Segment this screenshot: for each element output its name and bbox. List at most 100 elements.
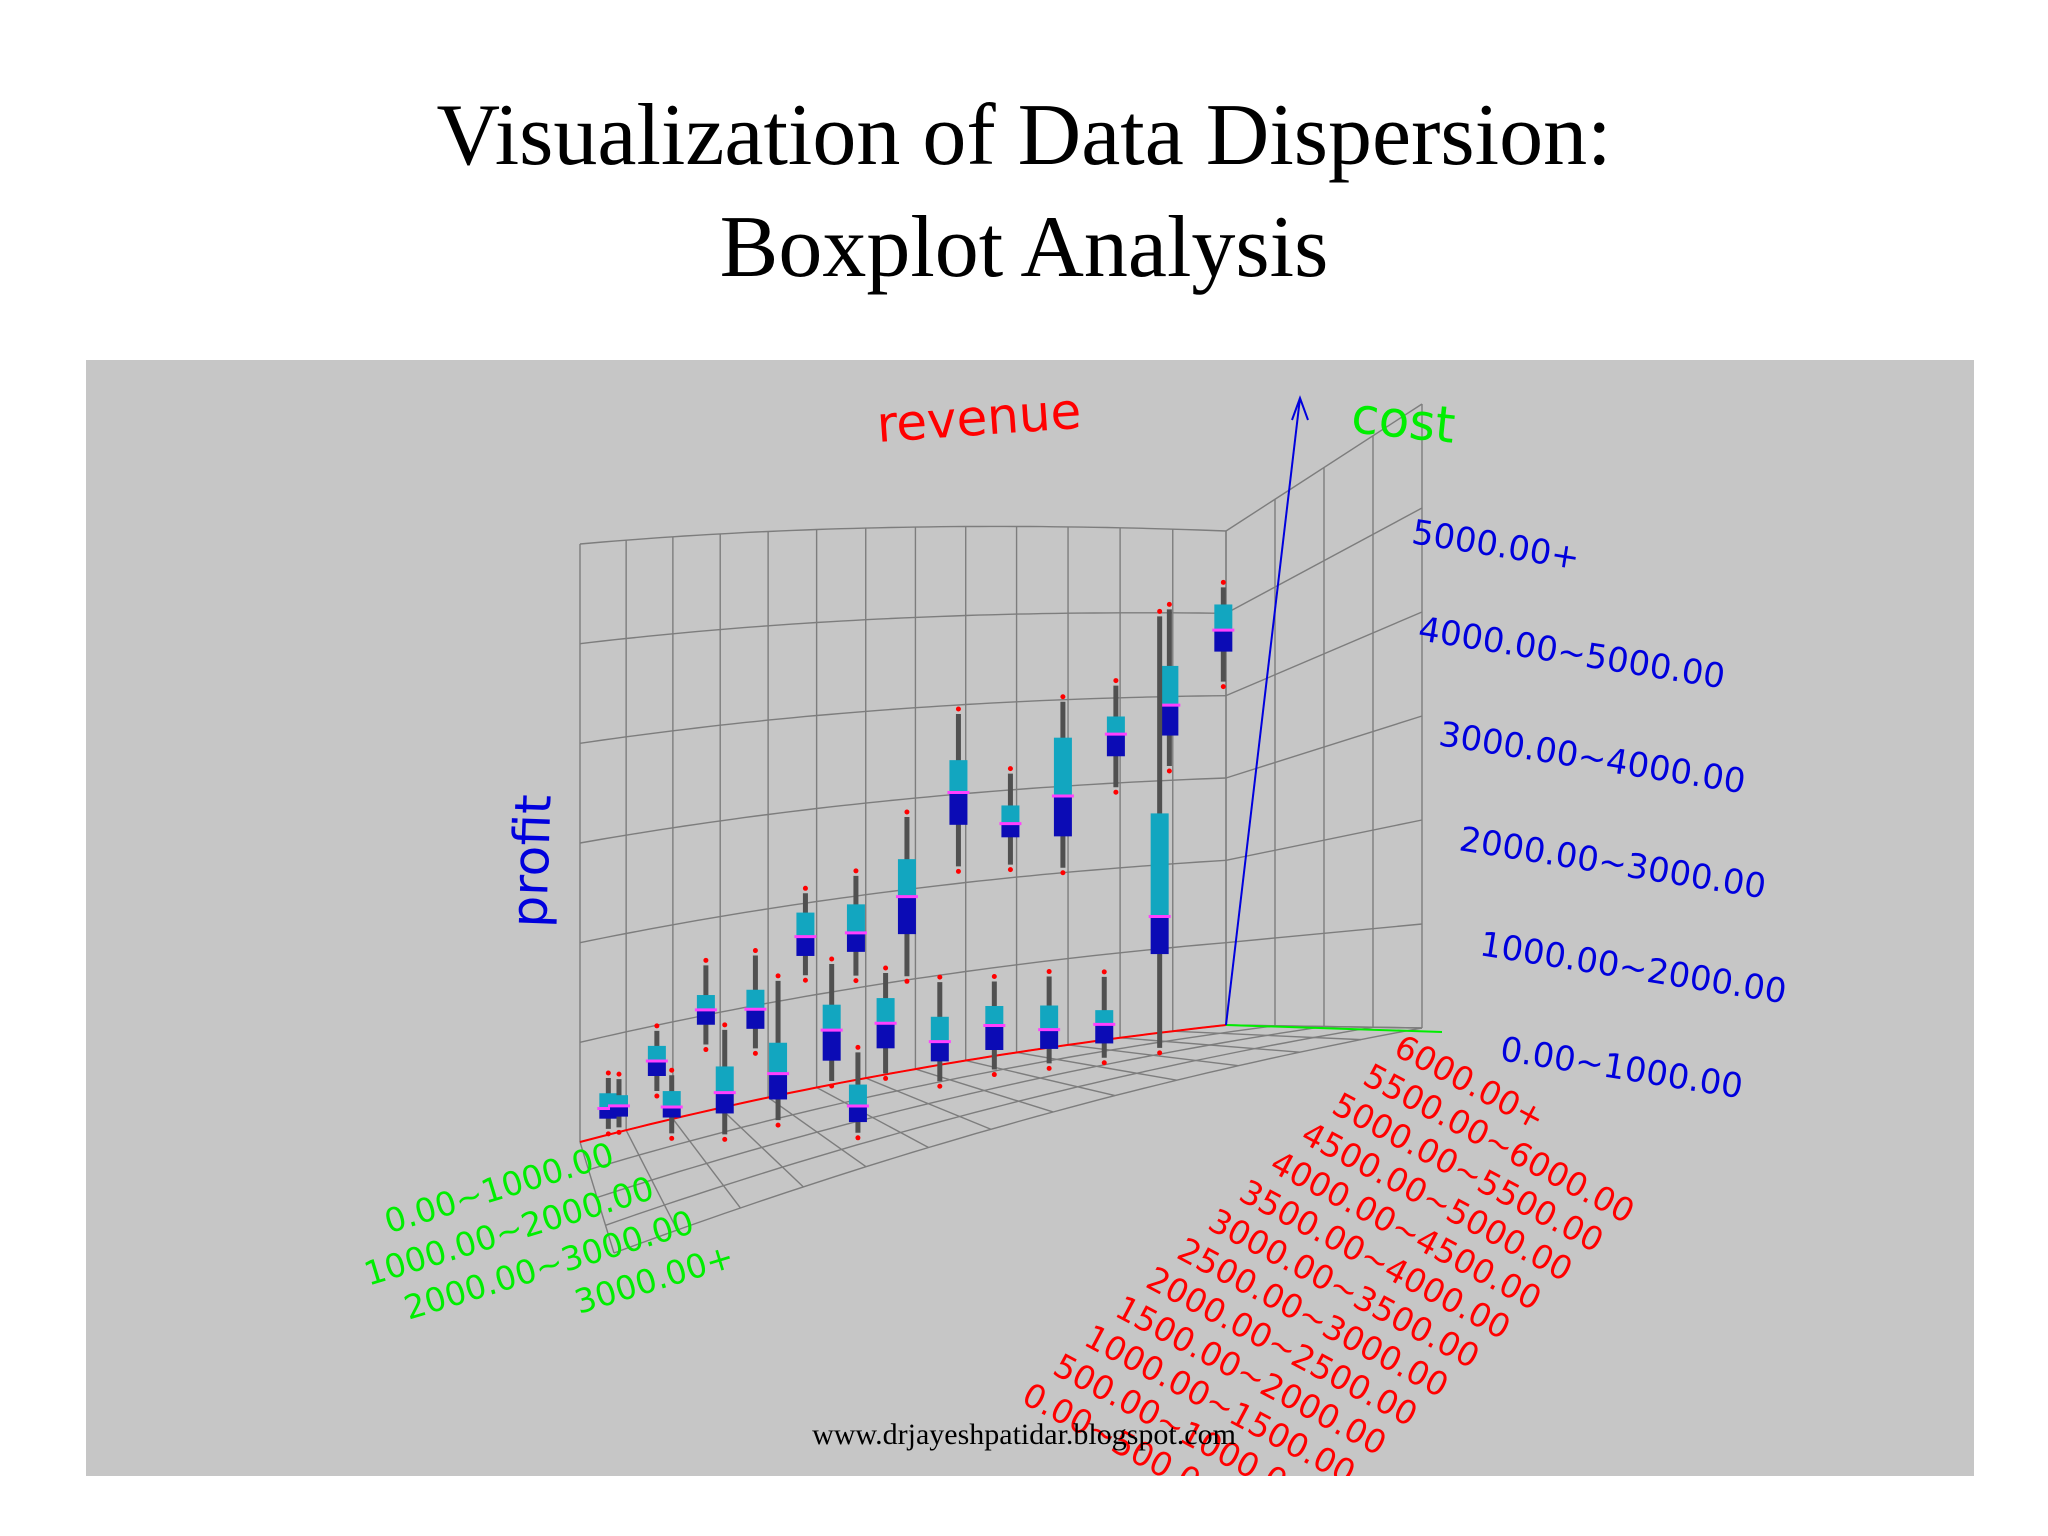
profit-tick-label: 2000.00~3000.00 bbox=[1457, 819, 1769, 907]
floor-gridline bbox=[613, 1027, 1423, 1254]
boxplot-outlier bbox=[829, 1083, 835, 1089]
boxplot-lower-box bbox=[1053, 795, 1072, 837]
boxplot-lower-box bbox=[769, 1073, 788, 1100]
boxplot-outlier bbox=[1113, 789, 1119, 795]
boxplot-mark bbox=[694, 957, 717, 1053]
boxplot-mark bbox=[846, 1044, 869, 1141]
wall-gridline-horizontal bbox=[579, 612, 1227, 645]
boxplot-lower-box bbox=[796, 936, 815, 956]
boxplot-upper-box bbox=[796, 912, 815, 937]
boxplot-outlier bbox=[752, 948, 758, 954]
boxplot-upper-box bbox=[949, 760, 968, 793]
boxplot-lower-box bbox=[647, 1060, 666, 1076]
boxplot-outlier bbox=[853, 978, 859, 984]
profit-axis-title: profit bbox=[500, 794, 563, 929]
boxplot-upper-box bbox=[715, 1066, 734, 1093]
boxplot-3d-chart: revenue costprofit0.00~1000.001000.00~200… bbox=[359, 382, 1789, 1476]
boxplot-outlier bbox=[1157, 608, 1163, 614]
boxplot-lower-box bbox=[609, 1105, 628, 1117]
boxplot-mark bbox=[1104, 678, 1127, 795]
boxplot-outlier bbox=[1060, 870, 1066, 876]
boxplot-mark bbox=[844, 868, 867, 984]
cost-axis-line bbox=[1225, 1024, 1443, 1033]
floor-gridline bbox=[588, 1025, 1276, 1171]
boxplot-outlier bbox=[605, 1070, 611, 1076]
boxplot-upper-box bbox=[1150, 813, 1169, 917]
boxplot-outlier bbox=[775, 973, 781, 979]
boxplot-mark bbox=[1038, 969, 1061, 1071]
boxplot-outlier bbox=[937, 974, 943, 980]
boxplot-lower-box bbox=[848, 1105, 867, 1123]
boxplot-outlier bbox=[1046, 1065, 1052, 1071]
boxplot-outlier bbox=[703, 957, 709, 963]
profit-tick-label: 1000.00~2000.00 bbox=[1477, 924, 1789, 1012]
boxplot-outlier bbox=[605, 1131, 611, 1137]
boxplot-upper-box bbox=[930, 1016, 949, 1042]
side-gridline-horizontal bbox=[1225, 611, 1423, 697]
boxplot-lower-box bbox=[696, 1009, 715, 1025]
boxplot-outlier bbox=[1060, 694, 1066, 700]
boxplot-outlier bbox=[616, 1129, 622, 1135]
boxplot-mark bbox=[874, 965, 897, 1081]
boxplot-mark bbox=[1093, 969, 1116, 1066]
boxplot-lower-box bbox=[822, 1030, 841, 1061]
boxplot-upper-box bbox=[1001, 805, 1020, 824]
boxplot-outlier bbox=[775, 1122, 781, 1128]
boxplot-upper-box bbox=[647, 1045, 666, 1061]
wall-gridline-horizontal bbox=[579, 859, 1227, 944]
boxplot-mark bbox=[1051, 694, 1074, 876]
boxplot-outlier bbox=[752, 1050, 758, 1056]
boxplot-lower-box bbox=[1160, 705, 1179, 736]
boxplot-outlier bbox=[654, 1023, 660, 1029]
boxplot-chart-panel: revenue cost profit 0.00~1000.00 1000.00~200… bbox=[86, 360, 1974, 1476]
boxplot-lower-box bbox=[846, 932, 865, 952]
boxplot-upper-box bbox=[1040, 1005, 1059, 1030]
slide-title-line1: Visualization of Data Dispersion: bbox=[436, 87, 1612, 184]
boxplot-upper-box bbox=[1160, 665, 1179, 706]
boxplot-outlier bbox=[904, 978, 910, 984]
boxplot-mark bbox=[794, 885, 817, 983]
boxplot-mark bbox=[660, 1067, 683, 1141]
boxplot-lower-box bbox=[662, 1106, 681, 1118]
boxplot-lower-box bbox=[1214, 630, 1233, 652]
boxplot-outlier bbox=[955, 868, 961, 874]
boxplot-outlier bbox=[1007, 867, 1013, 873]
boxplot-outlier bbox=[1157, 1050, 1163, 1056]
profit-tick-label: 3000.00~4000.00 bbox=[1436, 714, 1748, 802]
boxplot-mark bbox=[607, 1071, 630, 1135]
boxplot-mark bbox=[645, 1023, 668, 1099]
floor-gridline bbox=[605, 1026, 1374, 1226]
boxplot-lower-box bbox=[1040, 1029, 1059, 1049]
boxplot-mark bbox=[713, 1022, 736, 1142]
boxplot-outlier bbox=[855, 1044, 861, 1050]
profit-axis-line bbox=[1225, 397, 1301, 1026]
footer-url: www.drjayeshpatidar.blogspot.com bbox=[812, 1418, 1236, 1451]
revenue-axis-title: revenue bbox=[875, 382, 1083, 454]
profit-tick-label: 5000.00+ bbox=[1409, 512, 1582, 578]
wall-gridline-horizontal bbox=[579, 525, 1227, 545]
side-gridline-horizontal bbox=[1225, 923, 1423, 944]
boxplot-mark bbox=[744, 948, 767, 1056]
boxplot-outlier bbox=[855, 1135, 861, 1141]
cost-axis-title: cost bbox=[1349, 386, 1458, 455]
boxplot-outlier bbox=[1113, 678, 1119, 684]
boxplot-outlier bbox=[937, 1083, 943, 1089]
boxplot-mark bbox=[928, 974, 951, 1089]
slide-title-line2: Boxplot Analysis bbox=[719, 199, 1329, 296]
profit-axis-arrowhead bbox=[1291, 395, 1309, 421]
boxplot-mark bbox=[767, 973, 790, 1128]
boxplot-mark bbox=[983, 974, 1006, 1078]
wall-gridline-horizontal bbox=[579, 695, 1227, 744]
boxplot-lower-box bbox=[876, 1023, 895, 1049]
side-gridline-horizontal bbox=[1225, 819, 1423, 862]
boxplot-lower-box bbox=[1095, 1024, 1114, 1044]
boxplot-outlier bbox=[955, 706, 961, 712]
boxplot-lower-box bbox=[930, 1041, 949, 1062]
boxplot-lower-box bbox=[599, 1108, 618, 1119]
boxplot-lower-box bbox=[949, 792, 968, 825]
boxplot-upper-box bbox=[769, 1042, 788, 1074]
boxplot-upper-box bbox=[822, 1004, 841, 1031]
boxplot-lower-box bbox=[746, 1009, 765, 1029]
boxplot-outlier bbox=[853, 868, 859, 874]
profit-tick-label: 4000.00~5000.00 bbox=[1416, 609, 1728, 697]
